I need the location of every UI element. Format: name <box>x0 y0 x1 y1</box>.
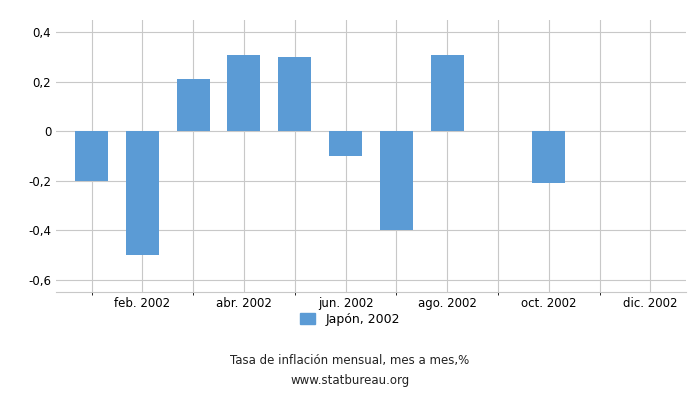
Legend: Japón, 2002: Japón, 2002 <box>300 313 400 326</box>
Bar <box>75 131 108 181</box>
Bar <box>329 131 362 156</box>
Bar <box>532 131 566 183</box>
Bar <box>176 79 210 131</box>
Text: www.statbureau.org: www.statbureau.org <box>290 374 410 387</box>
Bar <box>228 55 260 131</box>
Bar <box>279 57 312 131</box>
Bar <box>380 131 413 230</box>
Bar <box>126 131 159 255</box>
Text: Tasa de inflación mensual, mes a mes,%: Tasa de inflación mensual, mes a mes,% <box>230 354 470 367</box>
Bar <box>430 55 463 131</box>
